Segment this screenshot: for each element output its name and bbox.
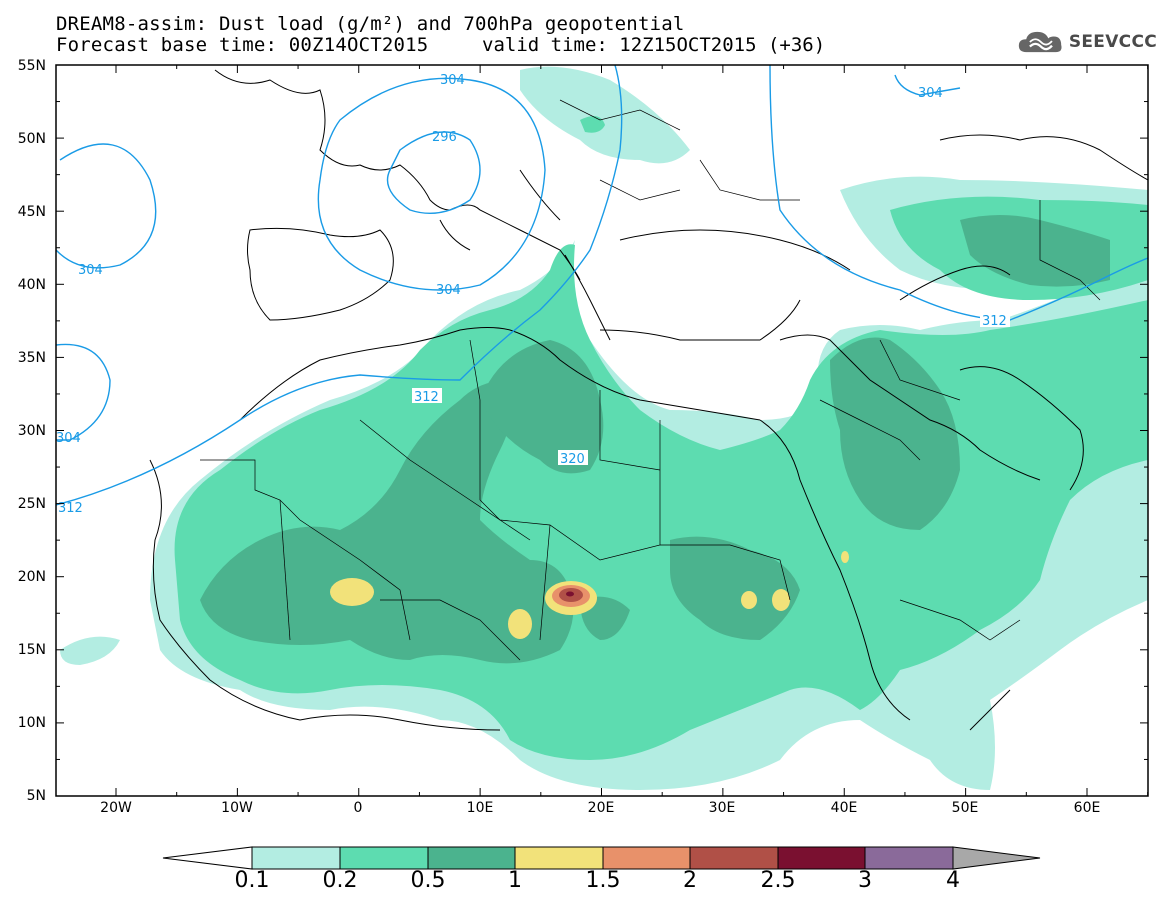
forecast-base-time: Forecast base time: 00Z14OCT2015 <box>56 34 429 56</box>
colorbar-tick-label: 1 <box>508 868 522 893</box>
colorbar-swatch <box>864 846 954 870</box>
colorbar-tick-label: 0.5 <box>410 868 446 893</box>
lon-label: 20W <box>100 800 132 816</box>
contour-label: 304 <box>56 431 81 446</box>
contour-label: 320 <box>560 452 585 467</box>
colorbar-low-arrow <box>162 846 253 870</box>
contour-label: 304 <box>78 263 103 278</box>
country-borders <box>200 99 1101 661</box>
colorbar-tick-label: 4 <box>946 868 960 893</box>
logo-text: SEEVCCC <box>1068 32 1157 52</box>
dust-fields <box>56 65 1148 796</box>
lat-label: 5N <box>27 788 46 804</box>
colorbar-swatch <box>427 846 516 870</box>
geopotential-contours <box>56 65 1148 506</box>
lat-label: 35N <box>18 350 46 366</box>
colorbar-tick-label: 3 <box>858 868 872 893</box>
colorbar <box>162 846 1041 870</box>
lat-label: 30N <box>18 423 46 439</box>
longitude-labels: 20W 10W 0 10E 20E 30E 40E 50E 60E <box>100 800 1100 816</box>
colorbar-tick-label: 2.5 <box>760 868 796 893</box>
cloud-logo-icon <box>1018 31 1062 53</box>
lat-label: 40N <box>18 277 46 293</box>
colorbar-swatch <box>514 846 604 870</box>
lon-label: 20E <box>588 800 615 816</box>
colorbar-swatch <box>339 846 429 870</box>
contour-label: 304 <box>436 283 461 298</box>
valid-time: valid time: 12Z15OCT2015 (+36) <box>482 34 826 56</box>
contour-label: 304 <box>440 73 465 88</box>
colorbar-swatch <box>689 846 779 870</box>
lon-label: 0 <box>354 800 363 816</box>
lon-label: 30E <box>709 800 736 816</box>
latitude-labels: 55N 50N 45N 40N 35N 30N 25N 20N 15N 10N … <box>18 58 46 804</box>
contour-label: 312 <box>414 390 439 405</box>
lat-label: 10N <box>18 715 46 731</box>
lat-label: 50N <box>18 131 46 147</box>
colorbar-tick-label: 2 <box>683 868 697 893</box>
colorbar-swatch <box>602 846 691 870</box>
colorbar-high-arrow <box>952 846 1041 870</box>
map-title: DREAM8-assim: Dust load (g/m²) and 700hP… <box>56 13 685 35</box>
lat-label: 20N <box>18 569 46 585</box>
lon-label: 60E <box>1074 800 1101 816</box>
lat-label: 45N <box>18 204 46 220</box>
lon-label: 10E <box>467 800 494 816</box>
colorbar-tick-label: 0.1 <box>234 868 270 893</box>
seevccc-logo: SEEVCCC <box>1017 24 1157 60</box>
contour-label: 312 <box>982 314 1007 329</box>
colorbar-swatch <box>777 846 866 870</box>
axis-ticks <box>56 64 1149 797</box>
lon-label: 10W <box>221 800 253 816</box>
lon-label: 40E <box>831 800 858 816</box>
colorbar-tick-label: 0.2 <box>322 868 358 893</box>
coastlines <box>149 69 1148 731</box>
lat-label: 15N <box>18 642 46 658</box>
dust-level-1.5-to-2.5 <box>552 585 590 607</box>
lat-label: 25N <box>18 496 46 512</box>
colorbar-swatch <box>251 846 341 870</box>
contour-labels: 304 296 304 304 312 320 304 312 312 304 <box>56 73 1010 516</box>
colorbar-tick-label: 1.5 <box>585 868 621 893</box>
contour-label: 304 <box>918 86 943 101</box>
contour-label: 296 <box>432 130 457 145</box>
lon-label: 50E <box>952 800 979 816</box>
lat-label: 55N <box>18 58 46 74</box>
contour-label: 312 <box>58 501 83 516</box>
